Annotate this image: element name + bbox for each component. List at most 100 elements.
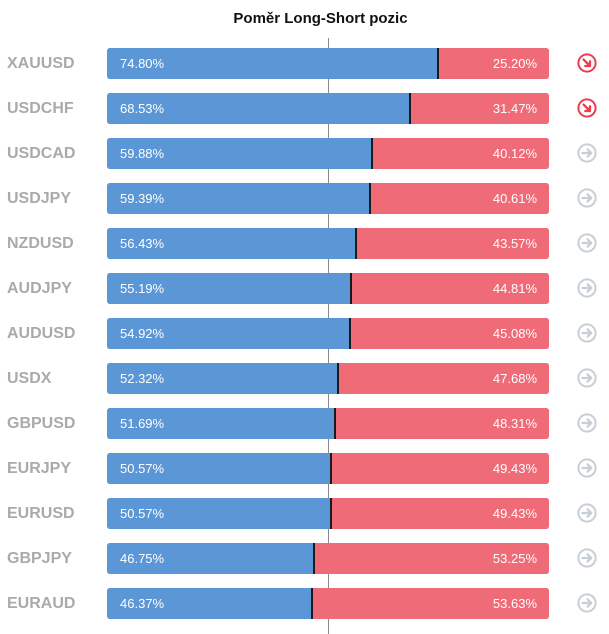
short-percent-label: 48.31%: [492, 416, 537, 431]
short-bar: [372, 138, 549, 169]
long-percent-label: 74.80%: [120, 56, 165, 71]
arrow-right-circle-icon[interactable]: [577, 548, 597, 568]
ratio-separator: [350, 273, 352, 304]
table-row: GBPJPY 46.75% 53.25%: [0, 543, 609, 574]
ratio-separator: [313, 543, 315, 574]
long-bar: [107, 318, 350, 349]
long-bar: [107, 183, 370, 214]
arrow-right-circle-icon[interactable]: [577, 503, 597, 523]
table-row: USDCHF 68.53% 31.47%: [0, 93, 609, 124]
ratio-bar: 59.39% 40.61%: [107, 183, 549, 214]
long-bar: [107, 498, 331, 529]
symbol-label: AUDUSD: [7, 325, 76, 342]
ratio-bar: 74.80% 25.20%: [107, 48, 549, 79]
symbol-label: USDCHF: [7, 100, 74, 117]
ratio-bar: 46.75% 53.25%: [107, 543, 549, 574]
ratio-separator: [330, 453, 332, 484]
long-bar: [107, 93, 410, 124]
symbol-label: GBPUSD: [7, 415, 76, 432]
symbol-label: XAUUSD: [7, 55, 75, 72]
long-bar: [107, 588, 312, 619]
table-row: USDCAD 59.88% 40.12%: [0, 138, 609, 169]
long-percent-label: 59.39%: [120, 191, 165, 206]
ratio-bar: 68.53% 31.47%: [107, 93, 549, 124]
long-percent-label: 50.57%: [120, 506, 165, 521]
ratio-bar: 54.92% 45.08%: [107, 318, 549, 349]
short-percent-label: 53.25%: [492, 551, 537, 566]
long-bar: [107, 48, 438, 79]
ratio-separator: [355, 228, 357, 259]
long-bar: [107, 273, 351, 304]
long-percent-label: 51.69%: [120, 416, 165, 431]
symbol-label: EURAUD: [7, 595, 76, 612]
long-percent-label: 50.57%: [120, 461, 165, 476]
long-percent-label: 46.75%: [120, 551, 165, 566]
short-percent-label: 25.20%: [492, 56, 537, 71]
ratio-bar: 55.19% 44.81%: [107, 273, 549, 304]
ratio-separator: [330, 498, 332, 529]
long-bar: [107, 543, 314, 574]
short-percent-label: 31.47%: [492, 101, 537, 116]
short-bar: [438, 48, 549, 79]
symbol-label: NZDUSD: [7, 235, 74, 252]
short-bar: [350, 318, 549, 349]
short-bar: [314, 543, 549, 574]
symbol-label: AUDJPY: [7, 280, 72, 297]
long-percent-label: 54.92%: [120, 326, 165, 341]
table-row: XAUUSD 74.80% 25.20%: [0, 48, 609, 79]
ratio-bar: 50.57% 49.43%: [107, 498, 549, 529]
short-percent-label: 40.61%: [492, 191, 537, 206]
table-row: GBPUSD 51.69% 48.31%: [0, 408, 609, 439]
short-bar: [335, 408, 549, 439]
short-bar: [351, 273, 549, 304]
ratio-bar: 52.32% 47.68%: [107, 363, 549, 394]
symbol-label: USDJPY: [7, 190, 72, 207]
symbol-label: EURJPY: [7, 460, 72, 477]
long-bar: [107, 228, 356, 259]
table-row: EURUSD 50.57% 49.43%: [0, 498, 609, 529]
arrow-right-circle-icon[interactable]: [577, 233, 597, 253]
short-percent-label: 40.12%: [492, 146, 537, 161]
short-bar: [356, 228, 549, 259]
arrow-right-circle-icon[interactable]: [577, 188, 597, 208]
arrow-right-circle-icon[interactable]: [577, 413, 597, 433]
arrow-down-right-circle-icon[interactable]: [577, 53, 597, 73]
arrow-right-circle-icon[interactable]: [577, 323, 597, 343]
short-percent-label: 49.43%: [492, 506, 537, 521]
arrow-right-circle-icon[interactable]: [577, 458, 597, 478]
ratio-bar: 46.37% 53.63%: [107, 588, 549, 619]
long-percent-label: 59.88%: [120, 146, 165, 161]
short-bar: [331, 498, 549, 529]
arrow-right-circle-icon[interactable]: [577, 143, 597, 163]
symbol-label: EURUSD: [7, 505, 75, 522]
long-percent-label: 46.37%: [120, 596, 165, 611]
long-percent-label: 56.43%: [120, 236, 165, 251]
short-percent-label: 49.43%: [492, 461, 537, 476]
ratio-separator: [437, 48, 439, 79]
long-bar: [107, 453, 331, 484]
ratio-separator: [337, 363, 339, 394]
table-row: EURAUD 46.37% 53.63%: [0, 588, 609, 619]
short-percent-label: 47.68%: [492, 371, 537, 386]
arrow-down-right-circle-icon[interactable]: [577, 98, 597, 118]
short-percent-label: 45.08%: [492, 326, 537, 341]
table-row: NZDUSD 56.43% 43.57%: [0, 228, 609, 259]
arrow-right-circle-icon[interactable]: [577, 368, 597, 388]
ratio-bar: 59.88% 40.12%: [107, 138, 549, 169]
long-percent-label: 55.19%: [120, 281, 165, 296]
short-bar: [331, 453, 549, 484]
table-row: EURJPY 50.57% 49.43%: [0, 453, 609, 484]
ratio-separator: [371, 138, 373, 169]
table-row: AUDJPY 55.19% 44.81%: [0, 273, 609, 304]
ratio-separator: [369, 183, 371, 214]
table-row: USDJPY 59.39% 40.61%: [0, 183, 609, 214]
ratio-separator: [349, 318, 351, 349]
arrow-right-circle-icon[interactable]: [577, 278, 597, 298]
table-row: USDX 52.32% 47.68%: [0, 363, 609, 394]
long-bar: [107, 408, 335, 439]
ratio-separator: [409, 93, 411, 124]
arrow-right-circle-icon[interactable]: [577, 593, 597, 613]
ratio-bar: 56.43% 43.57%: [107, 228, 549, 259]
ratio-separator: [334, 408, 336, 439]
ratio-separator: [311, 588, 313, 619]
